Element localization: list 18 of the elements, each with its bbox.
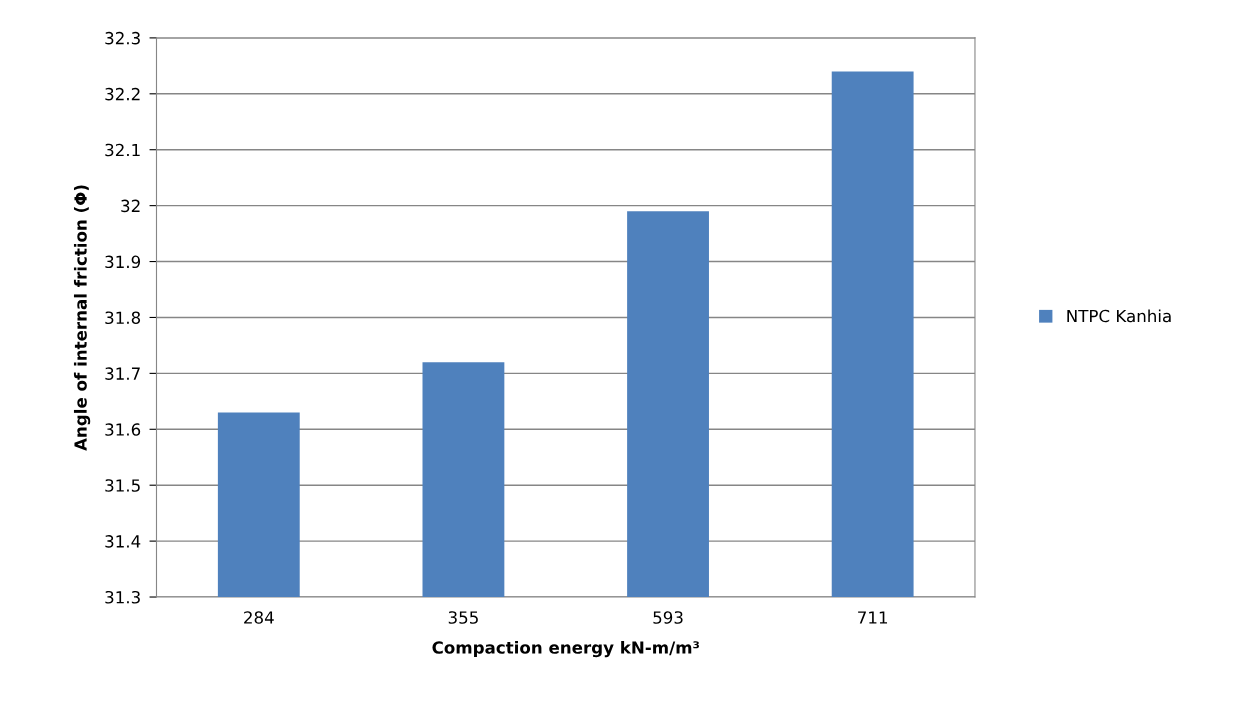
y-tick-label: 31.4 bbox=[105, 535, 141, 548]
x-tick-label: 711 bbox=[858, 611, 888, 624]
y-tick-label: 32 bbox=[121, 199, 140, 213]
y-tick-label: 32.2 bbox=[105, 87, 140, 101]
y-tick-label: 31.9 bbox=[105, 255, 141, 269]
y-tick-label: 31.3 bbox=[105, 590, 140, 604]
x-tick-label: 284 bbox=[244, 611, 274, 624]
y-tick-label: 32.1 bbox=[105, 143, 140, 157]
x-tick-label: 355 bbox=[448, 611, 478, 624]
x-axis-title: Compaction energy kN-m/m³ bbox=[432, 640, 699, 658]
y-tick-label: 32.3 bbox=[105, 31, 140, 45]
y-axis-title: Angle of internal friction (Φ) bbox=[73, 185, 91, 451]
y-tick-label: 31.6 bbox=[105, 423, 141, 436]
legend-label: NTPC Kanhia bbox=[1067, 309, 1171, 323]
y-tick-label: 31.7 bbox=[105, 367, 140, 380]
x-tick-label: 593 bbox=[653, 611, 683, 624]
y-tick-label: 31.5 bbox=[105, 479, 140, 492]
y-tick-label: 31.8 bbox=[105, 311, 141, 325]
